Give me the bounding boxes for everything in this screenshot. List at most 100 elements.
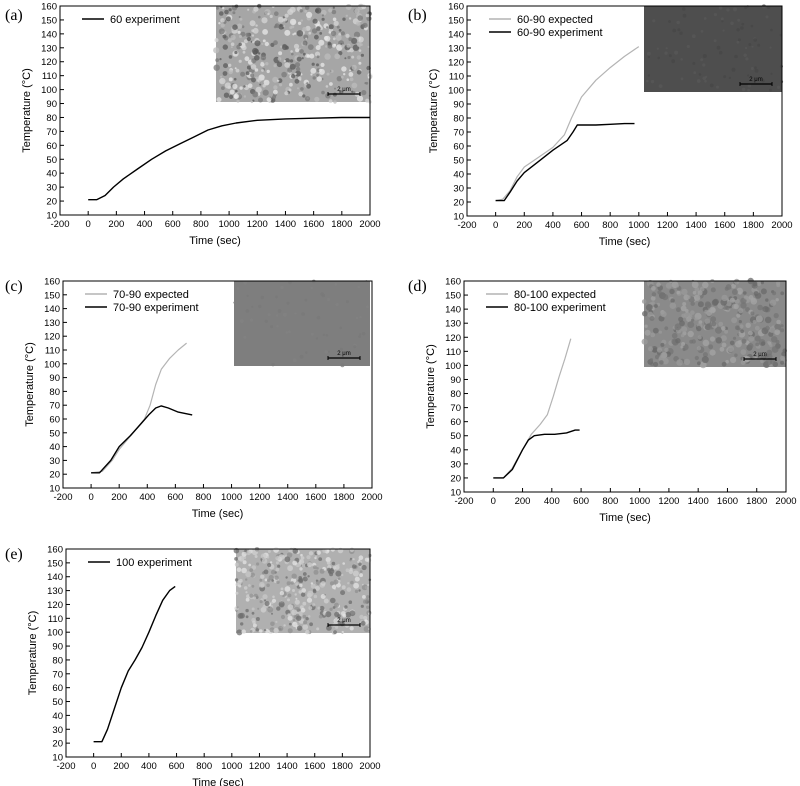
y-tick-label: 80 <box>46 113 57 124</box>
y-tick-label: 70 <box>450 403 461 414</box>
series-line-experiment <box>93 585 176 743</box>
micrograph-texture <box>233 279 369 368</box>
x-tick-label: 0 <box>88 492 93 503</box>
x-tick-label: 400 <box>544 496 560 507</box>
y-axis: 10 20 30 40 50 60 70 80 90 100 110 120 130 140 150 160 <box>41 2 64 222</box>
series-line-expected <box>91 342 187 474</box>
y-tick-label: 50 <box>46 155 57 166</box>
y-tick-label: 80 <box>453 114 464 125</box>
x-tick-label: 1400 <box>688 496 709 507</box>
panel-label: (d) <box>408 278 427 295</box>
y-axis: 10 20 30 40 50 60 70 80 90 100 110 120 130 140 150 160 <box>445 277 468 499</box>
y-tick-label: 150 <box>448 16 464 27</box>
y-tick-label: 90 <box>453 100 464 111</box>
y-tick-label: 120 <box>445 333 461 344</box>
micrograph-texture <box>213 3 373 104</box>
x-tick-label: 600 <box>165 219 181 230</box>
legend-label: 100 experiment <box>116 557 192 569</box>
y-tick-label: 130 <box>445 319 461 330</box>
legend-label: 60 experiment <box>110 14 180 26</box>
y-tick-label: 10 <box>46 211 57 222</box>
scale-bar-label: 2 μm <box>753 352 766 358</box>
legend-label: 70-90 expected <box>113 289 189 301</box>
x-tick-label: 1400 <box>277 761 298 772</box>
x-tick-label: -200 <box>53 492 72 503</box>
x-tick-label: 1000 <box>221 492 242 503</box>
y-tick-label: 140 <box>445 305 461 316</box>
x-tick-label: 400 <box>139 492 155 503</box>
plot-frame <box>463 280 787 493</box>
y-tick-label: 50 <box>49 428 60 439</box>
panel-label: (c) <box>5 278 23 295</box>
x-tick-label: 0 <box>91 761 96 772</box>
y-tick-label: 80 <box>52 655 63 666</box>
x-tick-label: 1600 <box>305 492 326 503</box>
x-tick-label: 600 <box>167 492 183 503</box>
y-tick-label: 150 <box>445 291 461 302</box>
y-tick-label: 40 <box>49 442 60 453</box>
legend-label: 80-100 expected <box>514 289 596 301</box>
x-tick-label: -200 <box>56 761 75 772</box>
y-tick-label: 140 <box>448 30 464 41</box>
y-tick-label: 20 <box>450 473 461 484</box>
y-tick-label: 50 <box>453 156 464 167</box>
y-tick-label: 20 <box>49 470 60 481</box>
y-tick-label: 100 <box>445 361 461 372</box>
y-tick-label: 110 <box>42 71 57 82</box>
x-axis-title: Time (sec) <box>189 235 241 247</box>
y-tick-label: 140 <box>41 29 57 40</box>
x-tick-label: 200 <box>516 220 532 231</box>
y-tick-label: 130 <box>41 43 57 54</box>
y-tick-label: 110 <box>446 347 461 358</box>
micrograph-background <box>234 281 370 366</box>
scale-bar-label: 2 μm <box>337 87 350 93</box>
panel-label: (e) <box>5 546 23 563</box>
x-tick-label: 1000 <box>219 219 240 230</box>
y-tick-label: 20 <box>453 198 464 209</box>
x-tick-label: 200 <box>111 492 127 503</box>
y-tick-label: 10 <box>450 488 461 499</box>
x-tick-label: 800 <box>602 220 618 231</box>
x-tick-label: -200 <box>50 219 69 230</box>
y-tick-label: 130 <box>448 44 464 55</box>
y-tick-label: 120 <box>44 332 60 343</box>
x-tick-label: 400 <box>141 761 157 772</box>
y-tick-label: 120 <box>47 600 63 611</box>
chart-panel-c: (c) 2 μm -200 0 200 400 600 800 1000 1200 1400 1600… <box>5 277 383 521</box>
x-tick-label: 1600 <box>714 220 735 231</box>
y-tick-label: 120 <box>448 58 464 69</box>
y-axis: 10 20 30 40 50 60 70 80 90 100 110 120 130 140 150 160 <box>47 545 70 764</box>
x-axis-title: Time (sec) <box>192 508 244 520</box>
chart-panel-d: (d) 2 μm -200 0 200 400 600 800 1000 1200 1400 1600… <box>408 277 797 525</box>
x-tick-label: 1000 <box>629 496 650 507</box>
x-tick-label: 1400 <box>275 219 296 230</box>
x-tick-label: 1200 <box>249 492 270 503</box>
y-tick-label: 110 <box>48 614 63 625</box>
scale-bar-label: 2 μm <box>749 77 762 83</box>
x-tick-label: 1200 <box>247 219 268 230</box>
series-line-expected <box>493 338 572 479</box>
micrograph-texture <box>233 547 372 636</box>
y-tick-label: 30 <box>52 725 63 736</box>
y-tick-label: 40 <box>453 170 464 181</box>
y-tick-label: 150 <box>41 15 57 26</box>
x-axis-title: Time (sec) <box>192 777 244 786</box>
x-tick-label: 800 <box>196 761 212 772</box>
y-tick-label: 70 <box>49 401 60 412</box>
y-tick-label: 40 <box>52 711 63 722</box>
y-tick-label: 70 <box>46 127 57 138</box>
y-axis: 10 20 30 40 50 60 70 80 90 100 110 120 130 140 150 160 <box>448 2 471 223</box>
scale-bar-label: 2 μm <box>337 618 350 624</box>
y-tick-label: 150 <box>47 558 63 569</box>
y-tick-label: 10 <box>453 212 464 223</box>
series-line-expected <box>495 46 640 202</box>
y-tick-label: 50 <box>52 697 63 708</box>
scale-bar-label: 2 μm <box>337 351 350 357</box>
plot-frame <box>466 5 783 217</box>
x-tick-label: 1200 <box>657 220 678 231</box>
y-tick-label: 60 <box>450 417 461 428</box>
x-tick-label: 200 <box>108 219 124 230</box>
